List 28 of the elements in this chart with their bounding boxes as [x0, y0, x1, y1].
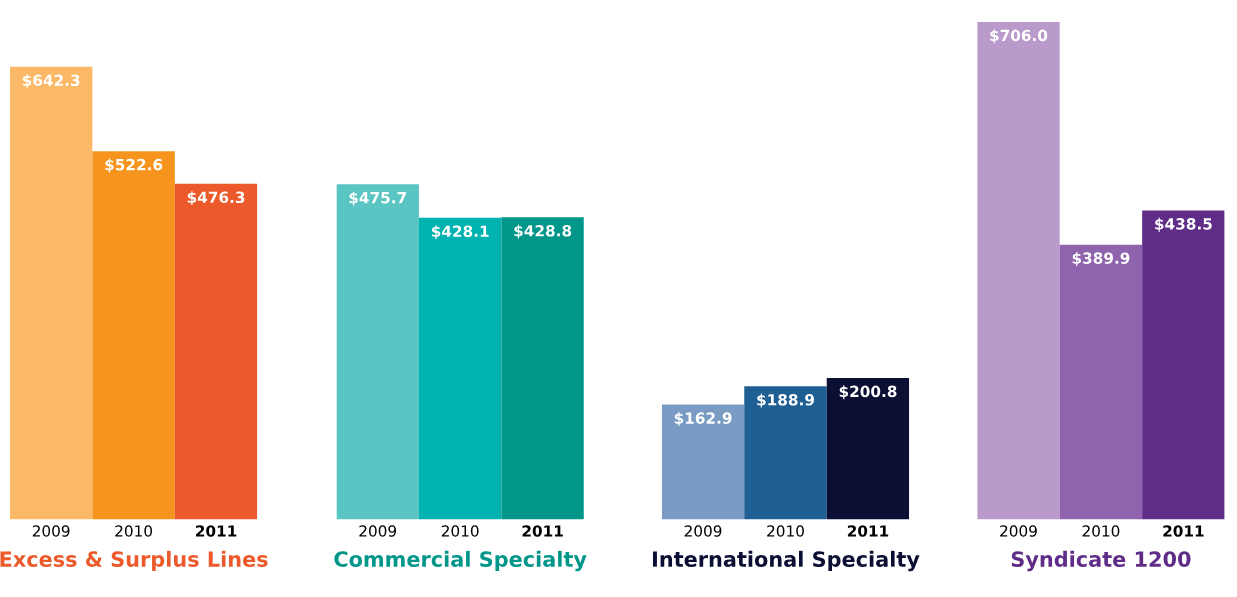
- x-tick-label: 2010: [767, 525, 804, 537]
- x-tick-label: 2010: [441, 525, 479, 537]
- data-label: $706.0: [990, 29, 1048, 44]
- x-tick-label: 2011: [847, 525, 889, 537]
- x-tick-label: 2011: [1163, 525, 1204, 537]
- data-label: $475.7: [349, 191, 406, 206]
- x-tick-label: 2009: [684, 525, 722, 537]
- data-label: $476.3: [187, 191, 245, 206]
- data-label: $522.6: [105, 158, 163, 173]
- x-axis-title: Excess & Surplus Lines: [0, 550, 268, 572]
- data-label: $428.8: [514, 224, 572, 239]
- data-label: $162.9: [674, 412, 732, 426]
- x-tick-label: 2011: [522, 525, 563, 537]
- x-tick-label: 2010: [115, 525, 153, 537]
- x-tick-label: 2009: [1000, 525, 1037, 537]
- x-tick-label: 2011: [196, 525, 237, 537]
- data-label: $389.9: [1072, 252, 1130, 266]
- x-tick-label: 2009: [359, 525, 397, 537]
- data-label: $428.1: [431, 225, 489, 240]
- data-label: $642.3: [22, 74, 80, 89]
- data-label: $188.9: [757, 393, 814, 408]
- x-tick-label: 2010: [1082, 525, 1120, 537]
- data-label: $438.5: [1155, 217, 1212, 232]
- x-axis-title: Syndicate 1200: [1011, 550, 1191, 572]
- x-axis-title: Commercial Specialty: [334, 550, 587, 572]
- x-axis-title: International Specialty: [653, 550, 920, 572]
- data-label: $200.8: [839, 385, 897, 400]
- x-tick-label: 2009: [32, 525, 70, 537]
